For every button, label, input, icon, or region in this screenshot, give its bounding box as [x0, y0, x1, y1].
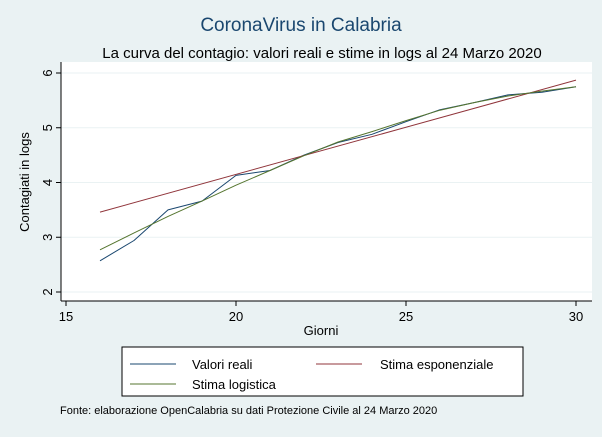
y-tick-label-5: 5 [40, 124, 55, 131]
x-tick-label-30: 30 [569, 309, 583, 324]
plot-area [61, 62, 592, 301]
chart-subtitle: La curva del contagio: valori reali e st… [102, 45, 541, 62]
grid-lines [61, 72, 592, 293]
y-tick-label-3: 3 [40, 234, 55, 241]
y-tick-label-6: 6 [40, 69, 55, 76]
x-tick-label-15: 15 [59, 309, 73, 324]
chart-title: CoronaVirus in Calabria [200, 15, 402, 36]
y-axis-label: Contagiati in logs [17, 132, 32, 232]
series-lines [99, 79, 577, 262]
legend-label-stima-logistica: Stima logistica [192, 377, 277, 392]
source-note: Fonte: elaborazione OpenCalabria su dati… [60, 405, 437, 417]
legend-box [121, 346, 524, 397]
series-line-stima-esponenziale [99, 79, 577, 213]
y-tick-label-4: 4 [40, 179, 55, 186]
legend: Valori reali Stima esponenziale Stima lo… [121, 346, 524, 397]
y-tick-label-2: 2 [40, 288, 55, 295]
x-tick-label-20: 20 [229, 309, 243, 324]
x-axis-label: Giorni [304, 323, 339, 338]
series-line-stima-logistica [99, 86, 577, 251]
legend-label-stima-esponenziale: Stima esponenziale [380, 357, 493, 372]
x-tick-label-25: 25 [399, 309, 413, 324]
legend-label-valori-reali: Valori reali [192, 357, 253, 372]
axes: 2 3 4 5 6 15 20 25 30 [40, 62, 592, 324]
